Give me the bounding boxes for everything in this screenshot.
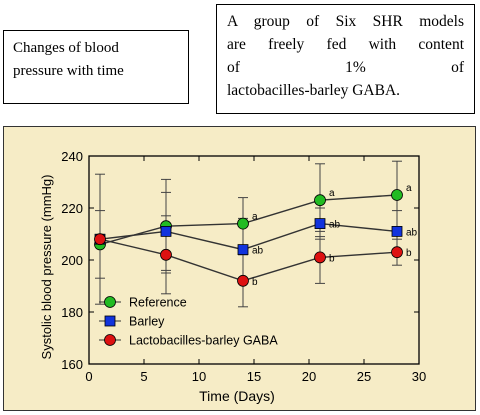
- legend-label: Lactobacilles-barley GABA: [129, 334, 278, 348]
- y-tick-label: 180: [61, 305, 83, 320]
- legend-marker: [104, 334, 116, 346]
- series-2-errorbars: [95, 173, 402, 308]
- series-line-0: [99, 194, 398, 246]
- significance-label: b: [406, 248, 412, 259]
- data-point: [314, 251, 326, 264]
- x-tick-label: 20: [302, 369, 316, 384]
- chart-axes: 160 180 200 220 240 0 5 10 15 20 25 30: [61, 149, 426, 384]
- y-tick-label: 240: [61, 149, 83, 164]
- data-point: [391, 246, 403, 259]
- chart-series: a a a ab ab ab b b b: [94, 160, 418, 308]
- significance-label: b: [329, 253, 335, 264]
- data-point: [94, 233, 106, 246]
- series-0-errorbars: [95, 160, 402, 279]
- x-tick-label: 25: [357, 369, 371, 384]
- series-2-markers: b b b: [94, 233, 412, 288]
- x-tick-label: 15: [247, 369, 261, 384]
- significance-label: ab: [406, 227, 418, 238]
- y-tick-label: 160: [61, 357, 83, 372]
- x-tick-label: 0: [85, 369, 92, 384]
- description-of-1: of: [227, 59, 240, 76]
- data-point: [391, 226, 403, 237]
- caption-line-2: pressure with time: [13, 63, 124, 79]
- x-tick-label: 5: [140, 369, 147, 384]
- description-line-4: lactobacilles-barley GABA.: [227, 82, 401, 99]
- y-axis-label: Systolic blood pressure (mmHg): [39, 175, 54, 360]
- x-axis-label: Time (Days): [199, 388, 275, 404]
- significance-label: a: [252, 212, 258, 223]
- description-percent: 1%: [345, 59, 366, 76]
- data-point: [314, 218, 326, 229]
- significance-label: ab: [252, 246, 264, 257]
- y-tick-label: 200: [61, 253, 83, 268]
- description-line-3: of 1% of: [227, 56, 464, 79]
- series-line-1: [99, 222, 398, 251]
- data-point: [237, 244, 249, 255]
- significance-label: a: [329, 188, 335, 199]
- data-point: [391, 189, 403, 201]
- chart-legend: Reference Barley Lactobacilles-barley GABA: [99, 296, 278, 348]
- legend-label: Barley: [129, 315, 165, 329]
- chart-panel: 160 180 200 220 240 0 5 10 15 20 25 30 a a a ab ab ab b b b…: [3, 126, 476, 411]
- description-line-1: A group of Six SHR models: [227, 13, 464, 30]
- y-tick-label: 220: [61, 201, 83, 216]
- legend-label: Reference: [129, 296, 187, 310]
- data-point: [237, 274, 249, 287]
- data-point: [314, 194, 326, 207]
- data-point: [237, 217, 249, 230]
- significance-label: a: [406, 183, 412, 194]
- x-tick-label: 10: [192, 369, 206, 384]
- legend-marker: [104, 296, 116, 308]
- series-0-markers: a a a: [94, 183, 412, 251]
- description-of-2: of: [451, 59, 464, 76]
- series-line-2: [99, 238, 398, 282]
- legend-marker: [104, 315, 116, 327]
- caption-box-left: Changes of blood pressure with time: [3, 30, 189, 104]
- significance-label: ab: [329, 220, 341, 231]
- data-point: [160, 248, 172, 261]
- caption-box-right: A group of Six SHR models are freely fed…: [216, 4, 475, 114]
- series-1-markers: ab ab ab: [94, 218, 418, 257]
- caption-line-1: Changes of blood: [13, 40, 119, 56]
- description-line-2: are freely fed with content: [227, 36, 464, 53]
- significance-label: b: [252, 277, 258, 288]
- data-point: [160, 226, 172, 237]
- x-tick-label: 30: [412, 369, 426, 384]
